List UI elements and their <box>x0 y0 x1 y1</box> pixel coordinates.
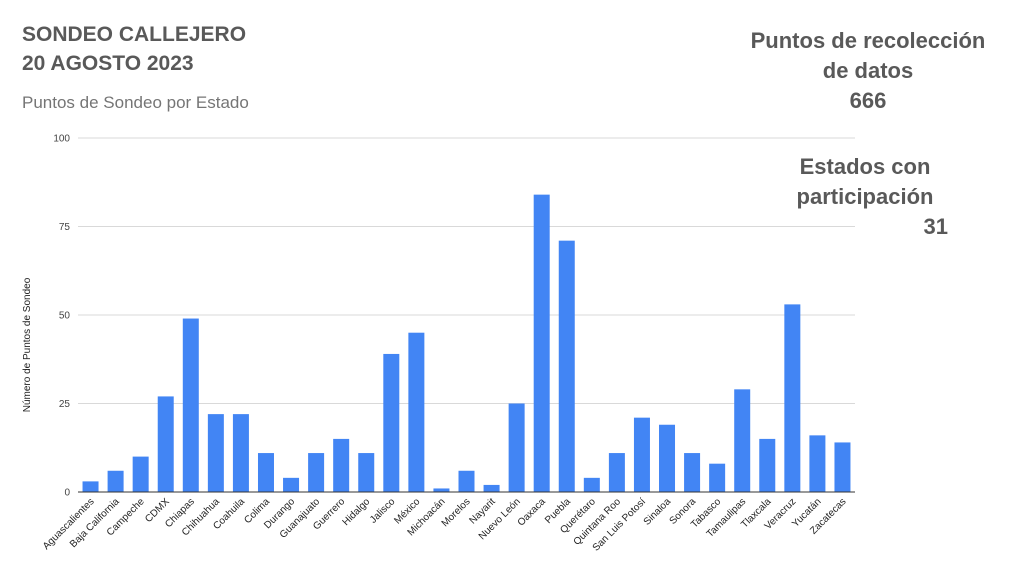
gridlines <box>78 137 855 404</box>
bar <box>583 477 600 492</box>
bar <box>834 442 851 492</box>
bar <box>809 435 826 492</box>
bar <box>132 456 149 492</box>
x-tick-label: Oaxaca <box>516 496 548 528</box>
y-tick-label: 100 <box>53 134 70 145</box>
bar <box>709 463 726 492</box>
x-tick-label: Hidalgo <box>341 496 373 528</box>
y-tick-label: 75 <box>59 222 71 233</box>
bar <box>107 470 124 492</box>
states-stat: Estados con participación 31 <box>780 152 950 242</box>
bar <box>232 414 249 492</box>
headline-line2: 20 AGOSTO 2023 <box>22 52 194 75</box>
bar <box>558 240 575 492</box>
bar <box>333 438 350 492</box>
bar <box>508 403 525 492</box>
bars <box>82 194 851 492</box>
bar <box>433 488 450 492</box>
bar <box>182 318 199 492</box>
points-label-line2: de datos <box>822 58 914 83</box>
bar <box>408 332 425 492</box>
bar <box>283 477 300 492</box>
states-label-line1: Estados con <box>799 154 931 179</box>
y-tick-label: 0 <box>64 488 70 499</box>
bar <box>608 453 625 492</box>
x-tick-label: Jalisco <box>368 496 398 526</box>
points-label-line1: Puntos de recolección <box>750 28 986 53</box>
bar <box>659 424 676 492</box>
y-axis-title: Número de Puntos de Sondeo <box>22 277 33 412</box>
bar <box>308 453 325 492</box>
bar <box>684 453 701 492</box>
bar <box>257 453 274 492</box>
headline: SONDEO CALLEJERO 20 AGOSTO 2023 <box>22 20 246 78</box>
headline-line1: SONDEO CALLEJERO <box>22 23 247 46</box>
bar <box>458 470 475 492</box>
bar <box>383 353 400 492</box>
bar <box>784 304 801 492</box>
chart-subtitle: Puntos de Sondeo por Estado <box>22 93 249 112</box>
x-tick-label: Sinaloa <box>642 496 674 528</box>
bar <box>633 417 650 492</box>
bar <box>734 389 751 492</box>
bar <box>483 484 500 492</box>
y-tick-label: 50 <box>59 311 71 322</box>
bar <box>157 396 174 492</box>
y-axis-ticks: 0 25 50 75 100 <box>53 134 70 499</box>
states-value: 31 <box>923 214 948 239</box>
bar <box>759 438 776 492</box>
bar <box>82 481 99 492</box>
points-value: 666 <box>849 88 887 113</box>
bar <box>207 414 224 492</box>
bar <box>533 194 550 492</box>
bar <box>358 453 375 492</box>
states-label-line2: participación <box>796 184 934 209</box>
points-stat: Puntos de recolección de datos 666 <box>738 26 998 116</box>
y-tick-label: 25 <box>59 399 71 410</box>
